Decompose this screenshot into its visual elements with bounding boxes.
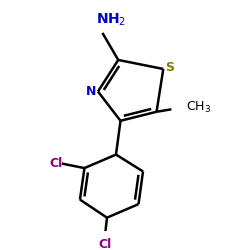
Text: CH$_3$: CH$_3$ xyxy=(186,100,211,115)
Text: Cl: Cl xyxy=(98,238,111,250)
Text: N: N xyxy=(86,85,96,98)
Text: S: S xyxy=(165,61,174,74)
Text: NH$_2$: NH$_2$ xyxy=(96,11,126,28)
Text: Cl: Cl xyxy=(50,157,63,170)
